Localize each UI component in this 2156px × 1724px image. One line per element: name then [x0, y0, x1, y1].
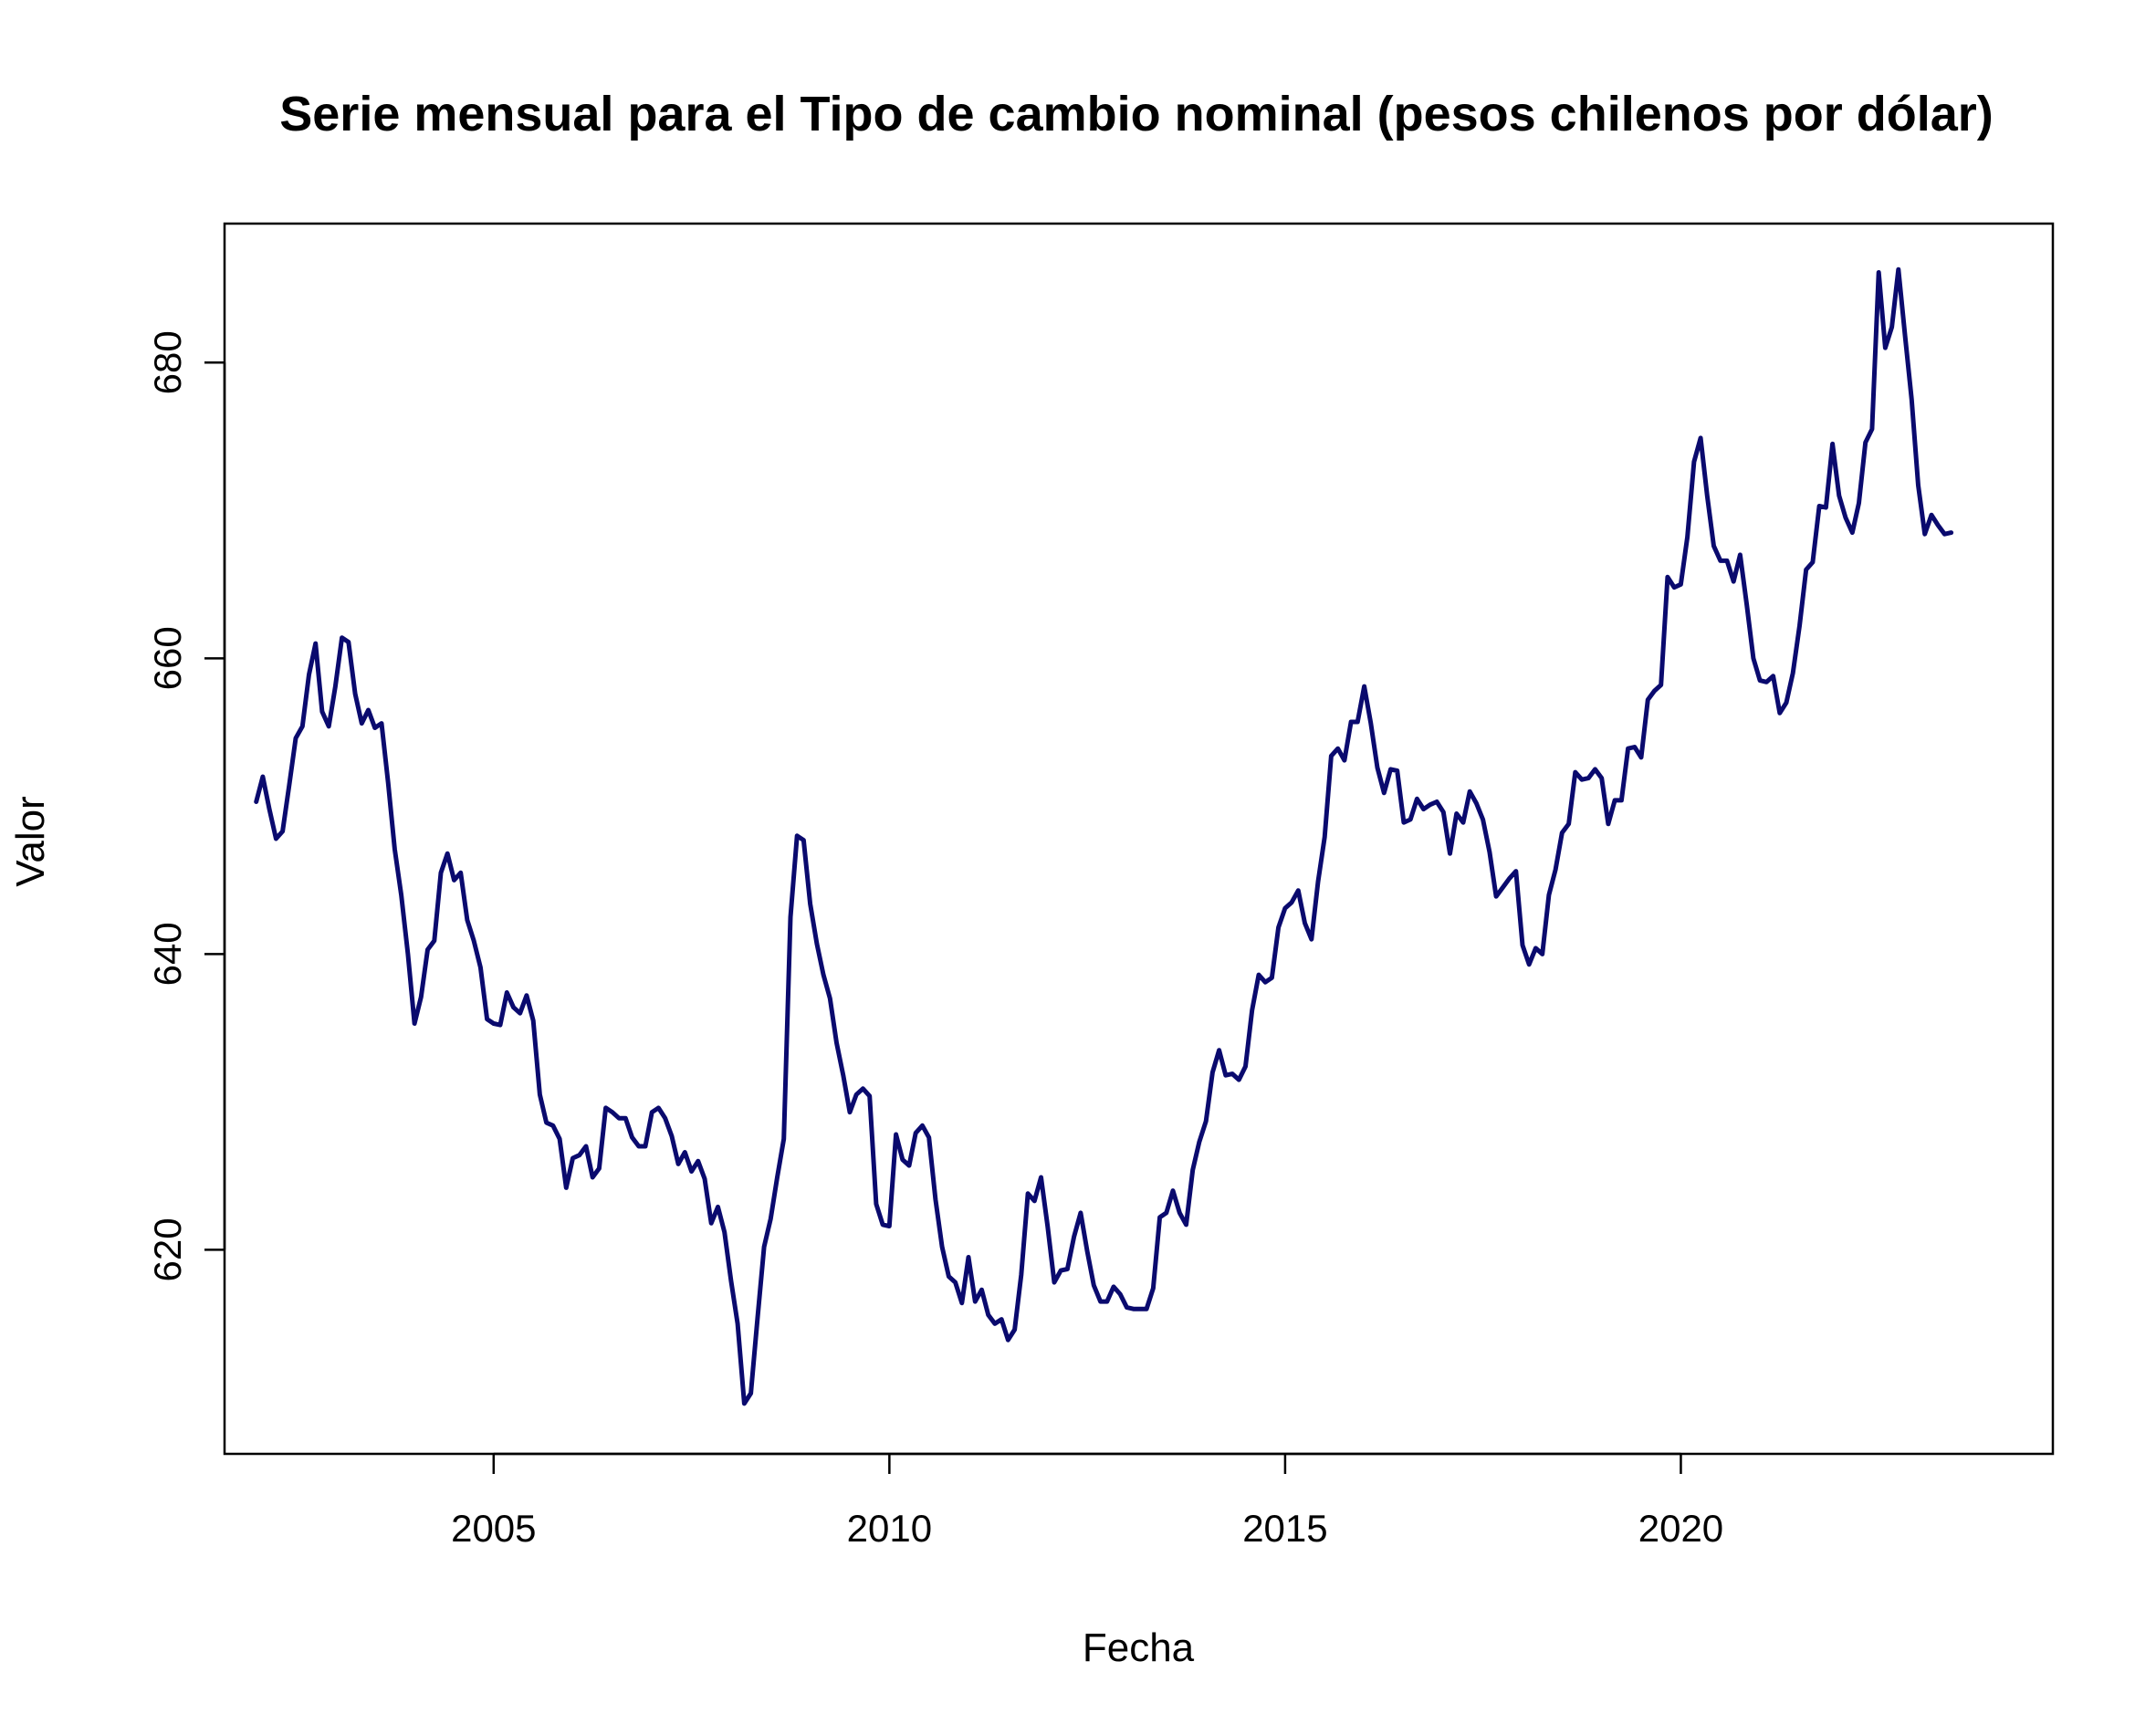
series-line [254, 266, 1954, 1406]
y-tick-label: 620 [146, 1217, 189, 1281]
plot-frame [223, 222, 2055, 1456]
y-tick-label: 680 [146, 330, 189, 394]
x-axis: 2005 2010 2015 2020 [451, 1452, 1723, 1550]
x-tick-label: 2005 [451, 1507, 536, 1550]
y-axis-label: Valor [8, 796, 53, 886]
x-tick-label: 2010 [847, 1507, 932, 1550]
y-tick-label: 640 [146, 922, 189, 986]
x-tick-label: 2015 [1242, 1507, 1327, 1550]
x-axis-label: Fecha [1083, 1625, 1195, 1670]
chart-title: Serie mensual para el Tipo de cambio nom… [279, 87, 1993, 141]
x-tick-label: 2020 [1638, 1507, 1723, 1550]
y-axis: 620 640 660 680 [146, 330, 226, 1281]
y-tick-label: 660 [146, 626, 189, 690]
